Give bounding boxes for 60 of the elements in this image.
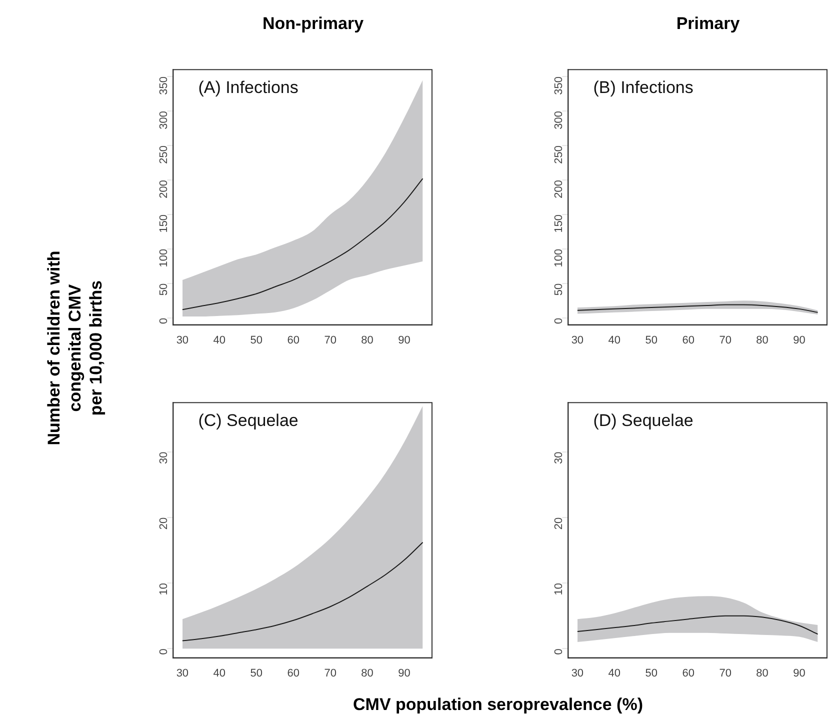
y-tick-label: 350 — [553, 76, 566, 95]
y-tick-label: 150 — [553, 214, 566, 233]
x-tick-label: 30 — [571, 667, 584, 680]
annotation: (D) Sequelae — [593, 410, 694, 430]
y-tick-label: 50 — [553, 283, 566, 296]
y-tick-label: 350 — [158, 76, 170, 95]
y-tick-label: 30 — [553, 452, 566, 464]
x-tick-label: 50 — [250, 667, 263, 680]
x-tick-label: 60 — [682, 334, 694, 346]
y-tick-label: 30 — [158, 452, 170, 464]
y-tick-label: 10 — [158, 583, 170, 596]
x-tick-label: 70 — [719, 667, 732, 680]
x-tick-label: 70 — [719, 334, 732, 346]
x-tick-label: 30 — [176, 334, 189, 346]
x-tick-label: 60 — [682, 667, 694, 680]
y-tick-label: 300 — [553, 110, 566, 130]
x-tick-label: 40 — [213, 667, 226, 680]
x-tick-label: 50 — [250, 334, 263, 346]
y-tick-label: 200 — [553, 180, 566, 198]
chart-title: Primary — [675, 13, 741, 35]
x-tick-label: 90 — [398, 667, 410, 680]
x-tick-label: 60 — [287, 667, 300, 680]
y-tick-label: 250 — [553, 145, 566, 164]
annotation: (B) Infections — [593, 78, 694, 97]
y-tick-label: 0 — [158, 318, 170, 324]
y-tick-label: 0 — [158, 648, 170, 655]
y-tick-label: 100 — [158, 248, 170, 268]
x-tick-label: 90 — [398, 334, 410, 346]
x-tick-label: 30 — [571, 334, 584, 346]
y-tick-label: 50 — [158, 283, 170, 296]
y-tick-label: 100 — [553, 248, 566, 268]
x-tick-label: 40 — [608, 667, 621, 680]
y-tick-label: 0 — [553, 318, 566, 324]
x-tick-label: 70 — [324, 667, 336, 680]
x-tick-label: 50 — [645, 334, 658, 346]
x-tick-label: 40 — [608, 334, 621, 346]
x-tick-label: 40 — [213, 334, 226, 346]
x-tick-label: 60 — [287, 334, 300, 346]
x-axis-title: CMV population seroprevalence (%) — [352, 695, 644, 715]
y-tick-label: 250 — [158, 145, 170, 164]
x-tick-label: 80 — [756, 334, 768, 346]
x-tick-label: 80 — [361, 334, 374, 346]
x-tick-label: 50 — [645, 667, 658, 680]
y-tick-label: 10 — [553, 583, 566, 596]
y-tick-label: 0 — [553, 648, 566, 655]
y-tick-label: 150 — [158, 214, 170, 233]
y-tick-label: 20 — [553, 517, 566, 530]
x-tick-label: 90 — [793, 334, 806, 346]
x-tick-label: 90 — [793, 667, 806, 680]
x-tick-label: 70 — [324, 334, 336, 346]
x-tick-label: 80 — [756, 667, 768, 680]
y-tick-label: 20 — [158, 517, 170, 530]
y-axis-title: Number of children with congenital CMV per 10,000 births — [44, 250, 106, 446]
x-tick-label: 80 — [361, 667, 374, 680]
annotation: (A) Infections — [198, 78, 298, 97]
y-tick-label: 300 — [158, 110, 170, 130]
x-tick-label: 30 — [176, 667, 189, 680]
y-tick-label: 200 — [158, 180, 170, 198]
chart-title: Non-primary — [261, 13, 365, 35]
annotation: (C) Sequelae — [198, 410, 298, 430]
